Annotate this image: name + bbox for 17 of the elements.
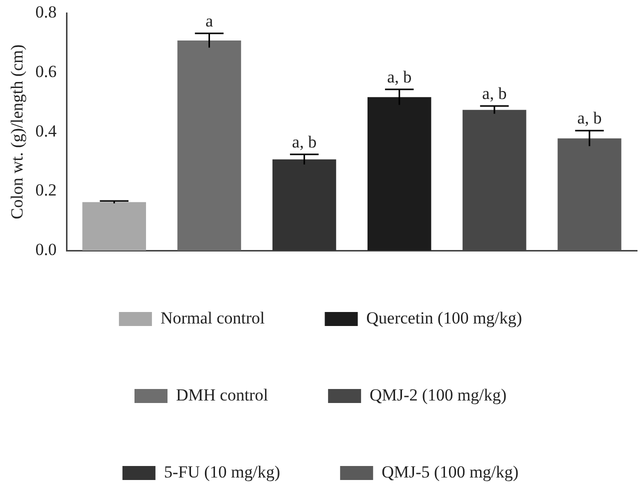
y-tick-label: 0.6: [35, 62, 57, 81]
annotation: a, b: [292, 132, 317, 152]
y-tick-label: 0.0: [35, 240, 57, 259]
legend-label: Quercetin (100 mg/kg): [366, 308, 522, 328]
y-axis-title: Colon wt. (g)/length (cm): [8, 44, 27, 220]
y-tick-label: 0.2: [35, 180, 57, 200]
legend-label: DMH control: [176, 385, 268, 404]
legend-label: Normal control: [160, 308, 266, 328]
annotation: a: [205, 11, 214, 30]
annotation: a, b: [387, 67, 412, 86]
annotation: a, b: [482, 84, 507, 104]
legend-label: QMJ-5 (100 mg/kg): [382, 462, 519, 482]
annotation: a, b: [577, 108, 602, 128]
y-tick-label: 0.8: [35, 2, 57, 22]
legend-label: 5-FU (10 mg/kg): [164, 462, 280, 482]
legend-label: QMJ-2 (100 mg/kg): [370, 385, 507, 404]
y-tick-label: 0.4: [35, 121, 58, 140]
